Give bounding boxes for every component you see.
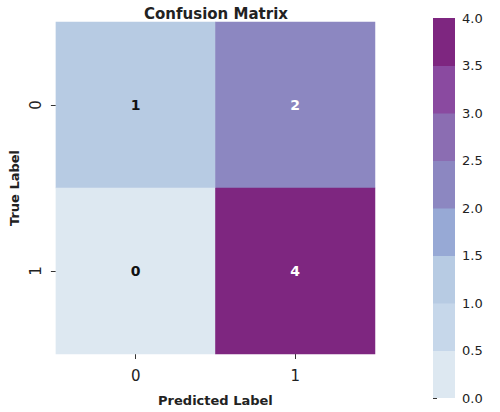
- svg-text:1.0: 1.0: [462, 296, 483, 311]
- svg-text:1.5: 1.5: [462, 248, 483, 263]
- svg-text:1: 1: [27, 266, 45, 276]
- svg-text:3.0: 3.0: [462, 106, 483, 121]
- svg-text:Confusion Matrix: Confusion Matrix: [144, 5, 288, 23]
- svg-text:2: 2: [290, 97, 300, 113]
- svg-text:0: 0: [131, 367, 141, 385]
- svg-text:3.5: 3.5: [462, 58, 483, 73]
- svg-text:0: 0: [27, 100, 45, 110]
- svg-text:4.0: 4.0: [462, 11, 483, 26]
- svg-text:2.0: 2.0: [462, 201, 483, 216]
- svg-text:1: 1: [131, 97, 141, 113]
- svg-text:0.0: 0.0: [462, 391, 483, 406]
- svg-text:4: 4: [290, 263, 300, 279]
- svg-text:1: 1: [290, 367, 300, 385]
- svg-text:Predicted Label: Predicted Label: [158, 393, 273, 408]
- svg-text:True Label: True Label: [7, 150, 22, 226]
- svg-text:2.5: 2.5: [462, 153, 483, 168]
- svg-text:0: 0: [131, 263, 141, 279]
- svg-text:0.5: 0.5: [462, 343, 483, 358]
